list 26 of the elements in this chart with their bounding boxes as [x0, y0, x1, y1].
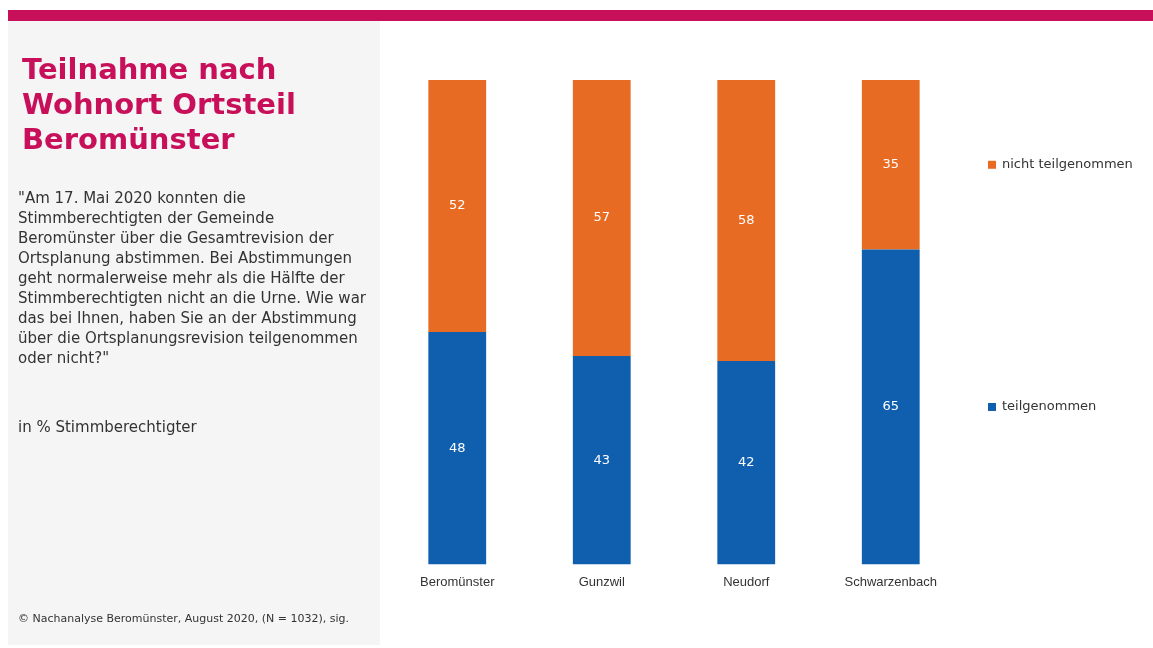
legend-label: nicht teilgenommen [1002, 156, 1133, 172]
x-tick-label: Schwarzenbach [844, 573, 937, 589]
bar [428, 331, 487, 565]
data-label: 65 [882, 398, 900, 414]
text: in % Stimmberechtigter [18, 418, 197, 436]
data-label: 52 [448, 197, 466, 213]
text: "Am 17. Mai 2020 konnten die Stimmberechtigten der Gemeinde Beromünster über die Gesamtrevision der Ortsplanung abstimmen. Bei Abstimmungen geht normalerweise mehr als die Hälfte der Stimmberechtigten nicht an die Urne. Wie war das bei Ihnen, haben Sie an der Abstimmung über die Ortsplanungsrevision teilgenommen oder nicht?" [18, 189, 366, 367]
data-label: 58 [737, 211, 755, 227]
bar [861, 80, 920, 250]
data-label: 43 [593, 451, 611, 467]
x-tick-label: Neudorf [723, 573, 770, 589]
data-label: 57 [593, 209, 611, 225]
bar [572, 80, 631, 357]
bar [717, 80, 776, 361]
bar [717, 360, 776, 565]
data-label: 48 [448, 439, 466, 455]
data-label: 42 [737, 454, 755, 470]
x-tick-label: Gunzwil [578, 573, 625, 589]
bar [861, 249, 920, 565]
bar [572, 356, 631, 565]
legend-label: teilgenommen [1002, 398, 1097, 414]
x-tick-label: Beromünster [420, 573, 496, 589]
chart-title: Teilnahme nach Wohnort Ortsteil Beromünster [22, 52, 297, 157]
bar [428, 80, 487, 332]
text: © Nachanalyse Beromünster, August 2020, (N = 1032), sig. [18, 612, 351, 626]
data-label: 35 [882, 156, 900, 172]
